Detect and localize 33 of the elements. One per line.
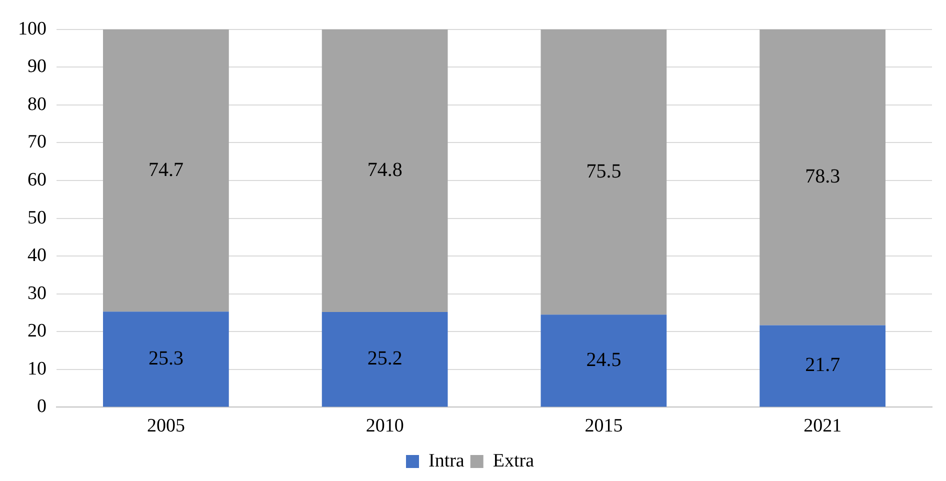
y-tick-label: 60 [28, 170, 46, 191]
bar [760, 325, 886, 407]
y-tick-label: 40 [28, 245, 46, 266]
x-tick-label: 2010 [366, 416, 404, 437]
x-tick-label: 2021 [804, 416, 842, 437]
data-label: 74.8 [367, 158, 402, 181]
data-label: 74.7 [148, 158, 184, 181]
data-label: 24.5 [586, 348, 622, 371]
bar [540, 314, 667, 407]
y-tick-label: 10 [28, 358, 46, 380]
data-label: 78.3 [805, 166, 840, 188]
bar [322, 312, 448, 407]
y-tick-label: 30 [28, 282, 46, 304]
y-tick-label: 20 [28, 320, 46, 342]
y-tick-label: 90 [28, 56, 46, 78]
y-tick-label: 50 [28, 207, 46, 228]
data-label: 75.5 [586, 160, 622, 182]
bar [540, 29, 667, 315]
data-label: 25.3 [148, 347, 184, 370]
legend-label: Extra [492, 450, 535, 472]
data-label: 25.2 [367, 348, 402, 370]
bar [760, 29, 886, 326]
bar [103, 312, 229, 407]
y-tick-label: 100 [18, 18, 46, 40]
data-label: 21.7 [805, 354, 840, 376]
x-tick-label: 2015 [584, 416, 623, 437]
legend-label: Intra [428, 450, 465, 472]
y-tick-label: 70 [28, 132, 46, 153]
y-tick-label: 0 [37, 396, 46, 418]
y-tick-label: 80 [28, 94, 46, 115]
bar [103, 29, 229, 312]
x-tick-label: 2005 [146, 416, 185, 437]
bar [322, 29, 448, 312]
